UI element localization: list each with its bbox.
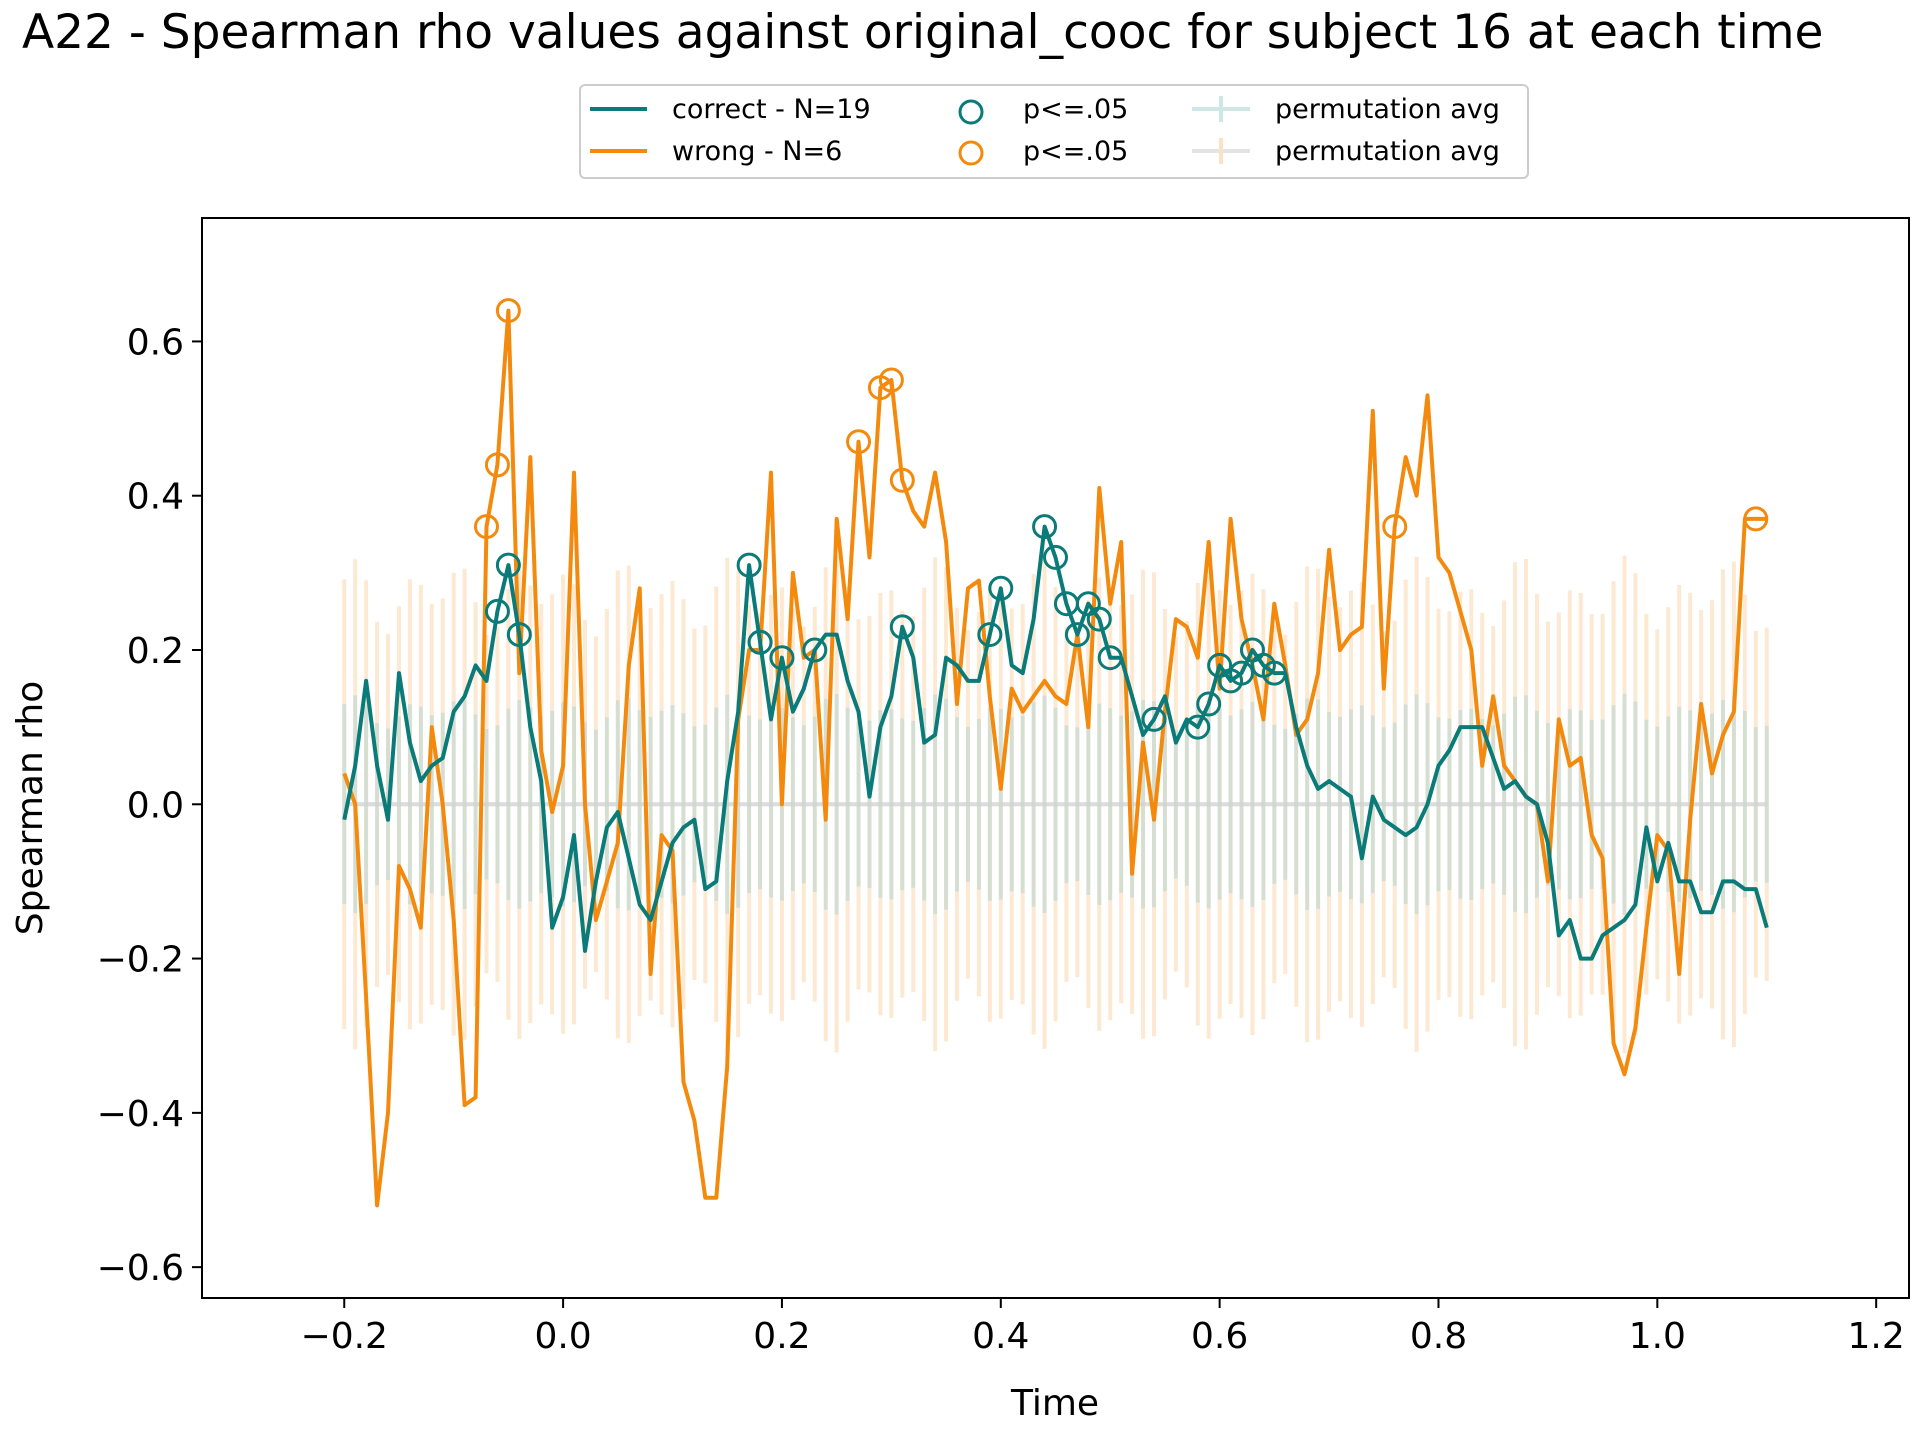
- sig-marker-correct: [1196, 691, 1222, 717]
- y-axis-label: Spearman rho: [10, 681, 51, 935]
- sig-marker-correct: [988, 575, 1014, 601]
- legend-marker-perm-wrong: [1192, 138, 1250, 164]
- sig-marker-correct: [769, 645, 795, 671]
- sig-marker-correct: [506, 622, 532, 648]
- sig-marker-correct: [1141, 706, 1167, 732]
- sig-marker-correct: [1261, 660, 1287, 686]
- sig-marker-wrong: [889, 467, 915, 493]
- legend-label-sig-correct: p<=.05: [1023, 94, 1128, 125]
- y-axis: −0.6 −0.4 −0.2 0.0 0.2 0.4 0.6: [97, 322, 202, 1289]
- sig-marker-wrong: [1382, 514, 1408, 540]
- plot-area: [201, 217, 1910, 1299]
- significance-markers: [474, 298, 1769, 740]
- x-tick-label: 0.2: [753, 1316, 810, 1357]
- x-axis-label: Time: [1010, 1383, 1099, 1424]
- sig-marker-correct: [736, 552, 762, 578]
- sig-marker-correct: [1043, 544, 1068, 570]
- x-tick-label: −0.2: [301, 1316, 388, 1357]
- sig-marker-correct: [1097, 645, 1123, 671]
- sig-marker-correct: [1185, 714, 1211, 740]
- x-tick-label: 1.2: [1848, 1316, 1905, 1357]
- y-tick-label: 0.6: [127, 322, 184, 363]
- sig-marker-wrong: [1743, 506, 1769, 532]
- sig-marker-wrong: [846, 429, 872, 455]
- legend-label-perm-wrong: permutation avg: [1275, 136, 1500, 167]
- y-tick-label: 0.4: [127, 477, 184, 518]
- sig-marker-wrong: [878, 367, 904, 393]
- x-tick-label: 0.6: [1191, 1316, 1248, 1357]
- legend-label-correct: correct - N=19: [672, 94, 871, 125]
- legend-marker-sig-wrong: [958, 140, 984, 166]
- sig-marker-correct: [977, 622, 1003, 648]
- sig-marker-correct: [1032, 514, 1058, 540]
- x-axis: −0.2 0.0 0.2 0.4 0.6 0.8 1.0 1.2: [301, 1298, 1905, 1357]
- y-tick-label: −0.6: [97, 1248, 184, 1289]
- sig-marker-correct: [1229, 660, 1255, 686]
- sig-marker-wrong: [474, 514, 499, 540]
- sig-marker-correct: [495, 552, 521, 578]
- chart-title: A22 - Spearman rho values against origin…: [22, 5, 1823, 60]
- x-tick-label: 1.0: [1629, 1316, 1686, 1357]
- sig-marker-correct: [747, 629, 773, 655]
- legend-label-perm-correct: permutation avg: [1275, 94, 1500, 125]
- sig-marker-wrong: [484, 452, 510, 478]
- x-tick-label: 0.0: [534, 1316, 591, 1357]
- x-tick-label: 0.4: [972, 1316, 1029, 1357]
- sig-marker-wrong: [495, 298, 521, 324]
- sig-marker-correct: [1064, 622, 1090, 648]
- x-tick-label: 0.8: [1410, 1316, 1467, 1357]
- legend-label-wrong: wrong - N=6: [672, 136, 842, 167]
- sig-marker-correct: [802, 637, 828, 663]
- legend-marker-perm-correct: [1192, 96, 1250, 122]
- sig-marker-correct: [484, 598, 510, 624]
- series-lines: [342, 308, 1769, 1208]
- series-line-correct: [342, 524, 1769, 961]
- legend-label-sig-wrong: p<=.05: [1023, 136, 1128, 167]
- y-tick-label: −0.4: [97, 1094, 184, 1135]
- y-tick-label: 0.0: [127, 785, 184, 826]
- legend-marker-sig-correct: [958, 99, 984, 125]
- sig-marker-correct: [889, 614, 915, 640]
- y-tick-label: −0.2: [97, 940, 184, 981]
- legend: correct - N=19 wrong - N=6 p<=.05 p<=.05…: [579, 84, 1529, 179]
- y-tick-label: 0.2: [127, 631, 184, 672]
- legend-frame: [579, 84, 1529, 179]
- sig-marker-correct: [1086, 606, 1112, 632]
